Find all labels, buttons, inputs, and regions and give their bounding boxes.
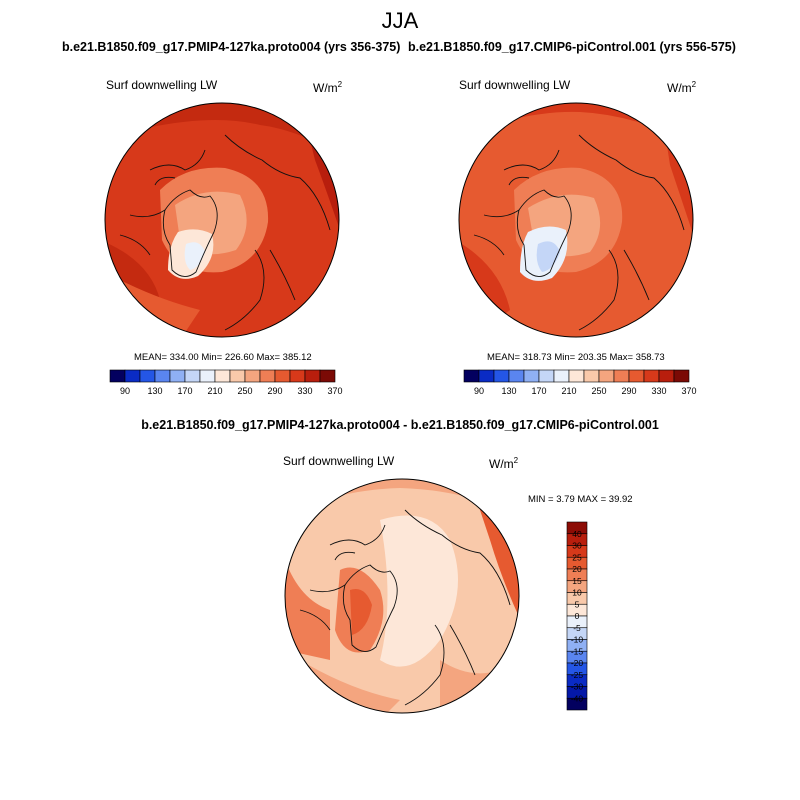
colorbar-swatch (214, 369, 231, 383)
panel-right-variable: Surf downwelling LW (459, 78, 571, 92)
colorbar-tick-label: 330 (651, 386, 666, 396)
polar-map-127ka (105, 103, 339, 337)
colorbar-swatch (109, 369, 126, 383)
colorbar-tick-label: 210 (561, 386, 576, 396)
colorbar-tick-label: -10 (571, 635, 584, 645)
colorbar-swatch (274, 369, 291, 383)
colorbar-swatch (478, 369, 495, 383)
colorbar-tick-label: 15 (572, 576, 582, 586)
map-frame-left (104, 102, 340, 338)
colorbar-tick-label: 290 (267, 386, 282, 396)
colorbar-swatch (583, 369, 600, 383)
map-frame-difference (284, 478, 520, 714)
colorbar-swatch (304, 369, 321, 383)
colorbar-swatch (598, 369, 615, 383)
panel-right-units: W/m2 (667, 80, 697, 95)
colorbar-swatch (553, 369, 570, 383)
colorbar-swatch (184, 369, 201, 383)
colorbar-swatch (154, 369, 171, 383)
colorbar-swatch (259, 369, 276, 383)
panel-right-stats: MEAN= 318.73 Min= 203.35 Max= 358.73 (487, 352, 665, 363)
colorbar-tick-label: 130 (501, 386, 516, 396)
colorbar-tick-label: 290 (621, 386, 636, 396)
colorbar-swatch (244, 369, 261, 383)
colorbar-tick-label: -5 (573, 623, 581, 633)
colorbar-left: 90 130 170 210 250 290 330 370 (109, 369, 343, 396)
colorbar-swatch (319, 369, 336, 383)
colorbar-swatch (169, 369, 186, 383)
colorbar-tick-label: 330 (297, 386, 312, 396)
colorbar-swatch (673, 369, 690, 383)
colorbar-swatch (289, 369, 306, 383)
colorbar-swatch (508, 369, 525, 383)
figure-title: JJA (381, 8, 419, 33)
colorbar-tick-label: -40 (571, 693, 584, 703)
colorbar-swatch (658, 369, 675, 383)
colorbar-tick-label: 5 (575, 599, 580, 609)
panel-left-units: W/m2 (313, 80, 343, 95)
colorbar-tick-label: -25 (571, 670, 584, 680)
colorbar-swatch (229, 369, 246, 383)
map-frame-right (458, 102, 694, 338)
colorbar-swatch (463, 369, 480, 383)
colorbar-tick-label: -20 (571, 658, 584, 668)
polar-map-difference (285, 479, 519, 713)
colorbar-swatch (568, 369, 585, 383)
colorbar-tick-label: 90 (474, 386, 484, 396)
panel-diff-variable: Surf downwelling LW (283, 454, 395, 468)
colorbar-swatch (124, 369, 141, 383)
colorbar-tick-label: 170 (177, 386, 192, 396)
colorbar-tick-label: 30 (572, 541, 582, 551)
panel-diff-stats: MIN = 3.79 MAX = 39.92 (528, 494, 633, 505)
colorbar-tick-label: 90 (120, 386, 130, 396)
colorbar-tick-label: 370 (681, 386, 696, 396)
panel-left-stats: MEAN= 334.00 Min= 226.60 Max= 385.12 (134, 352, 312, 363)
colorbar-tick-label: 0 (575, 611, 580, 621)
colorbar-swatch (613, 369, 630, 383)
colorbar-tick-label: 250 (237, 386, 252, 396)
colorbar-tick-label: -30 (571, 682, 584, 692)
colorbar-right: 90 130 170 210 250 290 330 370 (463, 369, 697, 396)
colorbar-tick-label: -15 (571, 646, 584, 656)
colorbar-swatch (538, 369, 555, 383)
colorbar-swatch (493, 369, 510, 383)
colorbar-swatch (139, 369, 156, 383)
panel-right-title: b.e21.B1850.f09_g17.CMIP6-piControl.001 … (408, 40, 736, 54)
colorbar-tick-label: 170 (531, 386, 546, 396)
colorbar-tick-label: 130 (147, 386, 162, 396)
colorbar-tick-label: 250 (591, 386, 606, 396)
colorbar-swatch (199, 369, 216, 383)
panel-left-variable: Surf downwelling LW (106, 78, 218, 92)
colorbar-swatch (643, 369, 660, 383)
colorbar-tick-label: 10 (572, 588, 582, 598)
colorbar-swatch (628, 369, 645, 383)
panel-left-title: b.e21.B1850.f09_g17.PMIP4-127ka.proto004… (62, 40, 401, 54)
colorbar-tick-label: 210 (207, 386, 222, 396)
difference-title: b.e21.B1850.f09_g17.PMIP4-127ka.proto004… (141, 418, 659, 432)
colorbar-tick-label: 370 (327, 386, 342, 396)
colorbar-tick-label: 25 (572, 552, 582, 562)
panel-diff-units: W/m2 (489, 456, 519, 471)
colorbar-tick-label: 20 (572, 564, 582, 574)
colorbar-swatch (566, 697, 588, 711)
colorbar-tick-label: 40 (572, 529, 582, 539)
colorbar-swatch (523, 369, 540, 383)
